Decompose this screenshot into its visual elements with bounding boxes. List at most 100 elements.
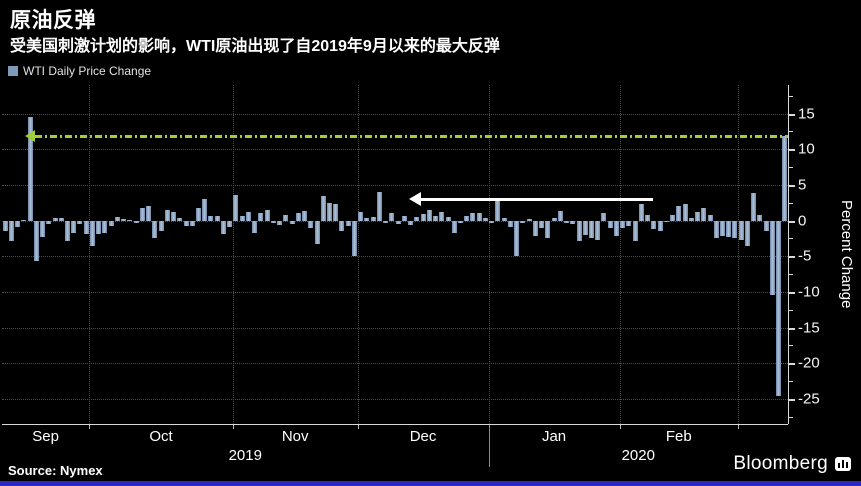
bar xyxy=(65,220,70,241)
bar xyxy=(613,220,619,237)
bar xyxy=(252,220,258,233)
bar xyxy=(395,220,401,225)
bar xyxy=(638,204,644,221)
bar xyxy=(227,220,233,228)
y-axis-tick-major xyxy=(789,184,795,187)
bar xyxy=(489,220,495,224)
bar xyxy=(314,220,320,245)
bar xyxy=(83,220,89,235)
bar xyxy=(738,220,744,240)
bar xyxy=(682,204,688,221)
bar xyxy=(364,218,370,221)
bar xyxy=(71,220,77,233)
bar xyxy=(701,208,707,221)
year-label: 2020 xyxy=(621,447,655,464)
bar xyxy=(470,213,476,221)
bar xyxy=(720,220,725,237)
y-axis-tick-minor xyxy=(789,309,793,311)
bar xyxy=(570,220,576,225)
bar xyxy=(589,220,594,239)
bar xyxy=(420,214,426,221)
bar xyxy=(114,217,120,221)
bar xyxy=(8,220,14,241)
gridline-horizontal xyxy=(2,399,788,401)
bar xyxy=(445,217,451,221)
bar xyxy=(532,220,538,237)
gridline-horizontal xyxy=(2,291,788,293)
bar xyxy=(308,220,314,228)
y-axis-tick-label: 0 xyxy=(798,212,807,230)
y-axis-tick-label: 15 xyxy=(798,105,815,123)
bar xyxy=(2,220,8,232)
bar xyxy=(220,220,226,235)
bar xyxy=(245,212,251,221)
y-axis-title: Percent Change xyxy=(838,200,855,309)
bar xyxy=(620,220,626,229)
gridline-vertical xyxy=(488,85,490,424)
bar xyxy=(370,217,376,221)
bar xyxy=(164,209,170,221)
page-title: 原油反弹 xyxy=(10,9,96,32)
bar xyxy=(451,220,457,234)
bar xyxy=(52,217,58,221)
bar xyxy=(40,220,46,237)
y-axis-tick-major xyxy=(789,291,795,294)
bar xyxy=(320,195,326,221)
bar xyxy=(576,220,582,241)
bloomberg-wordmark: Bloomberg xyxy=(733,453,828,474)
bar xyxy=(202,199,208,221)
y-axis-tick-label: -25 xyxy=(798,390,820,408)
y-axis-tick-major xyxy=(789,256,795,259)
bar xyxy=(582,220,588,235)
bar xyxy=(695,212,701,221)
y-axis-tick-minor xyxy=(789,95,793,97)
bar xyxy=(214,215,220,221)
chart-subtitle: 受美国刺激计划的影响，WTI原油出现了自2019年9月以来的最大反弹 xyxy=(10,38,500,55)
bar xyxy=(495,198,501,221)
bar xyxy=(376,192,382,221)
gridline-horizontal xyxy=(2,220,788,222)
bar xyxy=(108,220,114,227)
bar xyxy=(439,212,445,221)
bar xyxy=(289,220,295,225)
bar xyxy=(732,220,738,239)
y-axis-tick-minor xyxy=(789,274,793,276)
y-axis-tick-major xyxy=(789,149,795,152)
bar xyxy=(713,220,719,239)
month-label: Nov xyxy=(281,428,309,445)
bar xyxy=(295,212,301,221)
bar xyxy=(277,220,283,225)
bar xyxy=(557,211,563,221)
bar xyxy=(663,220,669,223)
bar xyxy=(426,209,432,221)
bar xyxy=(89,220,95,246)
bar xyxy=(626,220,632,227)
y-axis-tick-minor xyxy=(789,416,793,418)
bar xyxy=(464,215,470,221)
bar xyxy=(757,214,763,221)
bar xyxy=(414,217,420,221)
bar xyxy=(782,135,788,221)
bar xyxy=(46,220,52,225)
y-axis-line xyxy=(788,85,789,424)
bar xyxy=(501,217,507,221)
y-axis-tick-minor xyxy=(789,381,793,383)
source-label: Source: Nymex xyxy=(8,463,103,478)
bar xyxy=(507,220,513,228)
bar xyxy=(358,212,364,221)
reference-arrow-icon xyxy=(25,129,35,142)
bar xyxy=(551,217,557,221)
bar xyxy=(152,220,158,239)
gridline-horizontal xyxy=(2,256,788,258)
bar xyxy=(96,220,102,235)
bar xyxy=(27,117,33,221)
bar xyxy=(769,220,775,295)
bar xyxy=(651,220,657,230)
bar xyxy=(744,220,750,246)
y-axis-tick-minor xyxy=(789,167,793,169)
bar xyxy=(133,220,139,224)
gridline-horizontal xyxy=(2,184,788,186)
y-axis-tick-label: -10 xyxy=(798,283,820,301)
y-axis-tick-major xyxy=(789,113,795,116)
bar xyxy=(601,213,607,221)
